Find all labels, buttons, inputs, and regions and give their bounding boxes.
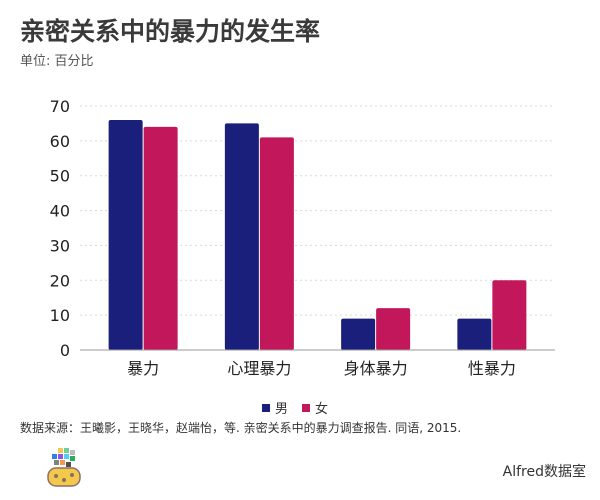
y-tick-label: 70 bbox=[50, 97, 70, 116]
bars bbox=[108, 119, 527, 351]
x-tick-label: 暴力 bbox=[127, 359, 159, 378]
y-tick-label: 60 bbox=[50, 132, 70, 151]
legend-swatch-male bbox=[262, 403, 270, 412]
bar-male bbox=[108, 119, 143, 350]
y-tick-label: 20 bbox=[50, 271, 70, 290]
chart-title: 亲密关系中的暴力的发生率 bbox=[20, 17, 321, 46]
x-axis-labels: 暴力 心理暴力 身体暴力 性暴力 bbox=[127, 359, 516, 378]
y-tick-label: 30 bbox=[50, 236, 70, 255]
bar-male bbox=[457, 318, 492, 350]
y-tick-label: 40 bbox=[50, 202, 70, 221]
legend-swatch-female bbox=[302, 403, 311, 412]
bar-male bbox=[341, 318, 376, 350]
legend-item-female: 女 bbox=[302, 398, 328, 417]
source-citation: 数据来源：王曦影，王晓华，赵端怡，等. 亲密关系中的暴力调查报告. 同语, 20… bbox=[20, 421, 462, 435]
bar-female bbox=[492, 280, 527, 350]
y-tick-label: 50 bbox=[50, 167, 70, 186]
bar-chart: 0 10 20 30 40 50 60 70 暴力 心理暴力 身体暴力 性暴力 bbox=[50, 97, 555, 378]
pixel-mosaic-logo-icon bbox=[47, 448, 81, 487]
bar-female bbox=[376, 308, 411, 350]
legend: 男 女 bbox=[262, 398, 334, 417]
x-tick-label: 身体暴力 bbox=[344, 359, 408, 378]
y-axis-ticks: 0 10 20 30 40 50 60 70 bbox=[50, 97, 70, 360]
bar-female bbox=[259, 137, 294, 350]
x-tick-label: 性暴力 bbox=[468, 359, 516, 378]
bar-female bbox=[143, 126, 178, 351]
grid-lines bbox=[80, 105, 555, 316]
bar-male bbox=[224, 123, 259, 350]
legend-item-male: 男 bbox=[262, 398, 288, 417]
legend-label-male: 男 bbox=[275, 402, 289, 417]
chart-subtitle: 单位: 百分比 bbox=[20, 54, 94, 69]
legend-label-female: 女 bbox=[315, 402, 329, 417]
y-tick-label: 10 bbox=[50, 306, 70, 325]
brand-label: Alfred数据室 bbox=[502, 464, 586, 480]
x-tick-label: 心理暴力 bbox=[227, 359, 291, 378]
y-tick-label: 0 bbox=[60, 341, 70, 360]
